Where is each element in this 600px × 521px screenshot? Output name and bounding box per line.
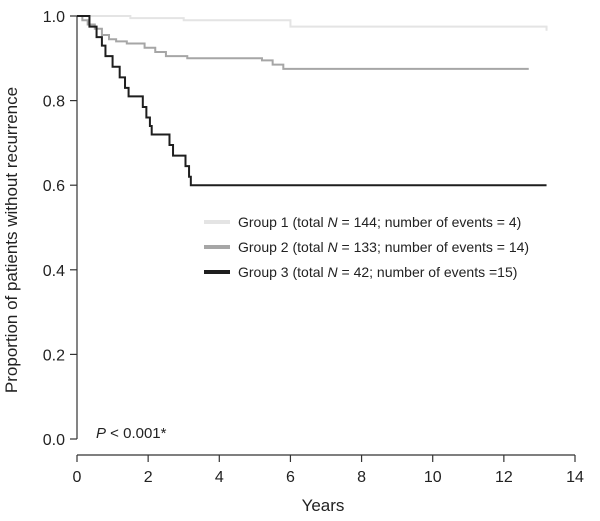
y-tick-label: 0.0 xyxy=(43,432,65,449)
series-line-group-2 xyxy=(77,15,529,70)
x-axis-label: Years xyxy=(302,496,345,515)
x-tick-label: 14 xyxy=(566,469,584,486)
y-tick-label: 0.2 xyxy=(43,347,65,364)
legend: Group 1 (total N = 144; number of events… xyxy=(204,214,529,280)
y-tick-label: 0.4 xyxy=(43,263,65,280)
x-tick-label: 6 xyxy=(286,469,295,486)
x-tick-label: 0 xyxy=(73,469,82,486)
legend-label-group-2: Group 2 (total N = 133; number of events… xyxy=(238,239,529,255)
x-tick-label: 8 xyxy=(357,469,366,486)
x-tick-label: 10 xyxy=(424,469,442,486)
x-tick-label: 12 xyxy=(495,469,513,486)
y-tick-label: 0.6 xyxy=(43,178,65,195)
y-axis-label: Proportion of patients without recurrenc… xyxy=(2,87,21,393)
p-value-annotation: P < 0.001* xyxy=(96,425,167,442)
axes: 0.0 0.2 0.4 0.6 0.8 1.0 0 2 4 6 8 10 12 14 xyxy=(43,9,584,486)
legend-label-group-1: Group 1 (total N = 144; number of events… xyxy=(238,214,521,230)
p-value-symbol: P xyxy=(96,425,106,442)
series-line-group-3 xyxy=(77,15,547,187)
x-tick-label: 4 xyxy=(215,469,224,486)
legend-label-group-3: Group 3 (total N = 42; number of events … xyxy=(238,264,517,280)
series-line-group-1 xyxy=(77,15,548,31)
p-value-text: < 0.001* xyxy=(106,425,167,442)
x-tick-label: 2 xyxy=(144,469,153,486)
series-lines xyxy=(77,15,548,187)
y-tick-label: 0.8 xyxy=(43,94,65,111)
y-tick-label: 1.0 xyxy=(43,9,65,26)
